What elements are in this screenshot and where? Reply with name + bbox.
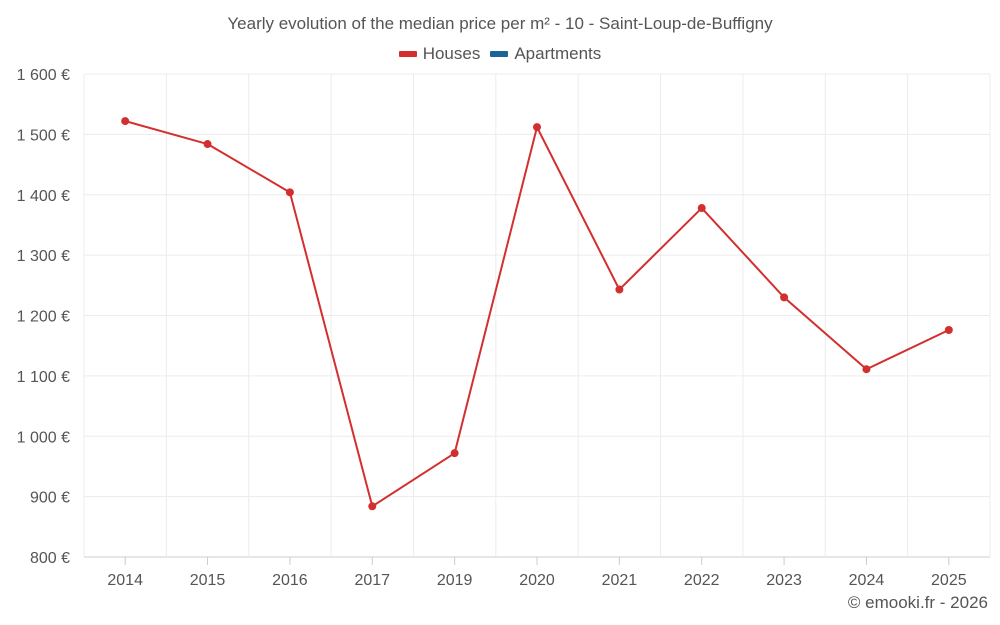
y-tick-label: 900 € <box>30 490 70 507</box>
data-point-houses <box>780 293 789 302</box>
legend: Houses Apartments <box>0 44 1000 64</box>
y-tick-label: 1 200 € <box>17 309 70 326</box>
data-point-houses <box>615 285 624 294</box>
data-point-houses <box>203 140 212 149</box>
legend-swatch-apartments <box>490 51 509 57</box>
x-tick-label: 2023 <box>766 572 802 589</box>
data-point-houses <box>285 188 294 197</box>
x-tick-label: 2020 <box>519 572 555 589</box>
x-tick-label: 2024 <box>849 572 885 589</box>
credit-text: © emooki.fr - 2026 <box>847 593 988 612</box>
data-point-houses <box>862 365 871 374</box>
x-tick-label: 2019 <box>437 572 473 589</box>
y-tick-label: 1 100 € <box>17 369 70 386</box>
legend-label-houses: Houses <box>422 44 481 63</box>
x-tick-label: 2021 <box>602 572 638 589</box>
data-point-houses <box>533 123 541 132</box>
x-tick-label: 2017 <box>354 572 390 589</box>
x-tick-label: 2022 <box>684 572 720 589</box>
data-point-houses <box>450 449 459 458</box>
x-tick-label: 2015 <box>190 572 226 589</box>
legend-swatch-houses <box>398 51 417 57</box>
legend-label-apartments: Apartments <box>514 44 602 63</box>
data-point-houses <box>944 325 953 334</box>
y-tick-label: 1 000 € <box>17 429 70 446</box>
y-tick-label: 800 € <box>30 550 70 567</box>
y-tick-label: 1 400 € <box>17 188 70 205</box>
chart-title: Yearly evolution of the median price per… <box>227 14 773 33</box>
y-tick-label: 1 300 € <box>17 248 70 265</box>
data-point-houses <box>368 502 377 511</box>
data-point-houses <box>697 204 706 213</box>
x-tick-label: 2016 <box>272 572 308 589</box>
legend-item-houses[interactable]: Houses <box>398 44 481 64</box>
y-tick-label: 1 600 € <box>17 67 70 84</box>
legend-item-apartments[interactable]: Apartments <box>490 44 601 64</box>
x-tick-label: 2025 <box>931 572 967 589</box>
y-tick-label: 1 500 € <box>17 127 70 144</box>
data-point-houses <box>121 117 130 126</box>
x-tick-label: 2014 <box>107 572 143 589</box>
